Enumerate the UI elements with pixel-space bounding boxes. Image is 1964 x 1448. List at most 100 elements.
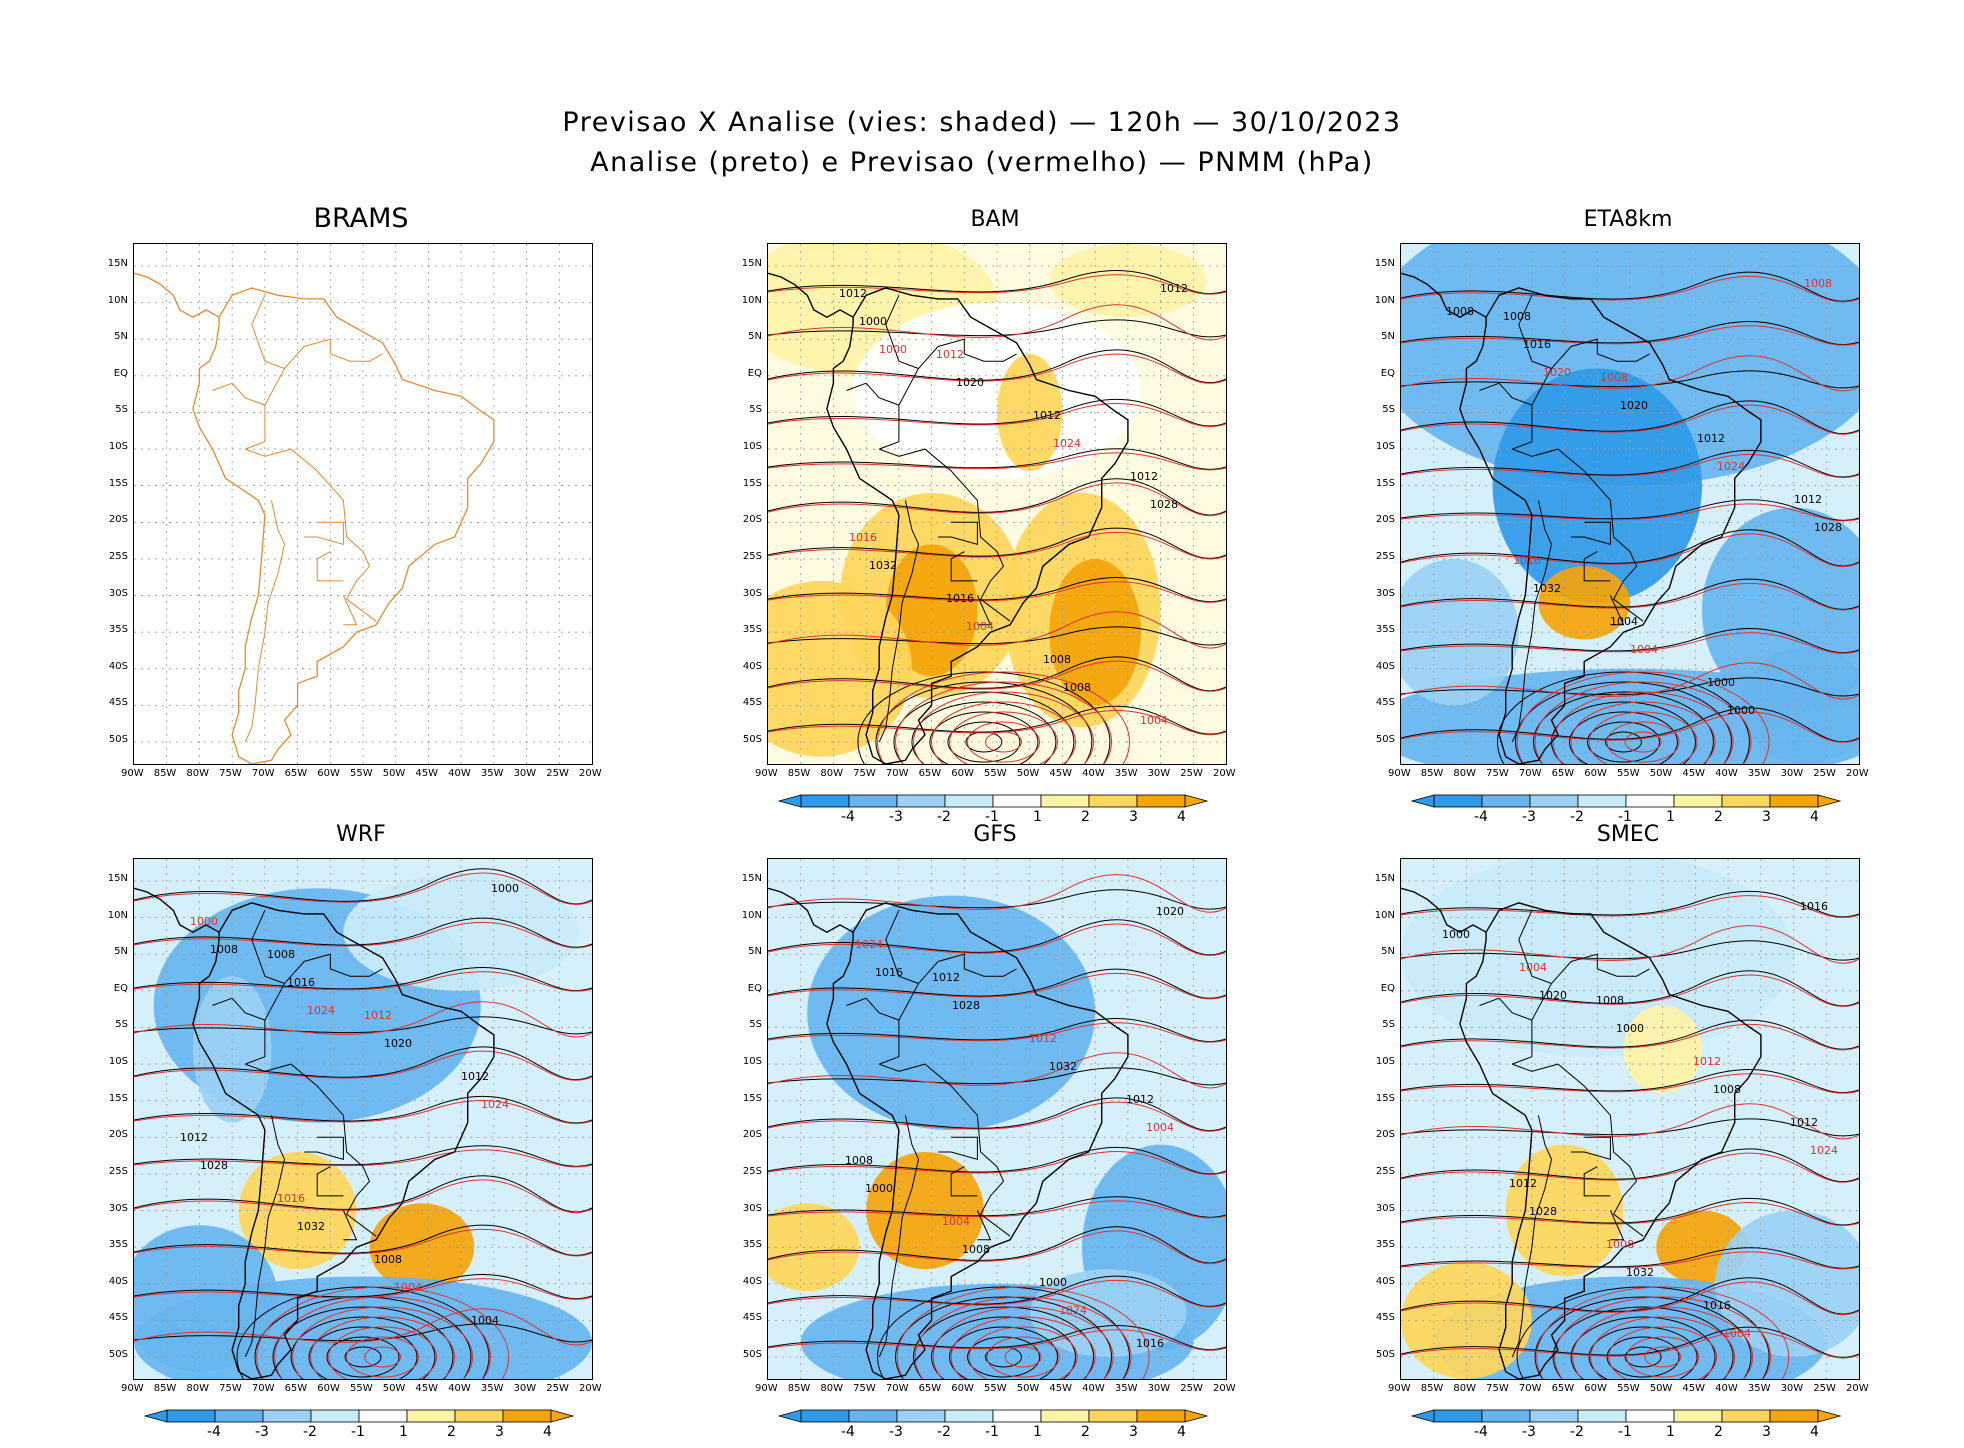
isobar-label: 1012 [839, 287, 867, 300]
colorbar-bin [944, 1409, 994, 1423]
isobar-ring [1496, 671, 1750, 764]
country-border [878, 1115, 920, 1358]
latitude-tick-label: 40S [742, 1275, 762, 1287]
colorbar-low-arrow [777, 1409, 802, 1423]
latitude-tick-label: 5N [1381, 946, 1395, 958]
coastline [1401, 272, 1487, 319]
longitude-tick-label: 55W [984, 1383, 1007, 1394]
analysis-isobar [1401, 321, 1859, 346]
forecast-isobar [1401, 404, 1859, 435]
isobar-ring [236, 1286, 490, 1379]
latitude-tick-label: 25S [742, 550, 762, 562]
coastline [1459, 902, 1762, 1379]
map-frame: 1008 1008 1012 1012 1016 1004 1000 1008 1016 1020… [1400, 243, 1860, 765]
longitude-tick-label: 45W [1682, 768, 1706, 779]
colorbar-bin [406, 1409, 456, 1423]
latitude-tick-label: 15N [741, 257, 762, 269]
colorbar-bin [944, 794, 994, 808]
longitude-tick-label: 30W [1780, 768, 1804, 779]
forecast-isobar [1401, 1023, 1859, 1051]
latitude-tick-label: 10S [742, 1056, 762, 1068]
isobar-label: 1004 [394, 1281, 422, 1294]
isobar-ring [272, 1306, 454, 1379]
isobar-ring [895, 681, 1113, 764]
colorbar-bin [1625, 1409, 1675, 1423]
latitude-tick-label: 20S [108, 1129, 128, 1141]
latitude-tick-label: 15S [108, 477, 128, 489]
colorbar-tick-label: -4 [841, 1424, 855, 1440]
latitude-tick-label: 20S [1375, 514, 1395, 526]
colorbar-bin [992, 794, 1042, 808]
latitude-tick-label: 45S [1375, 697, 1395, 709]
colorbar-tick-label: -3 [255, 1424, 269, 1440]
forecast-isobar [1401, 325, 1859, 346]
isobar-label: 1004 [1610, 615, 1638, 628]
isobar-label: 1012 [1033, 409, 1061, 422]
isobar-ring [947, 721, 1021, 763]
forecast-isobar [768, 1200, 1226, 1219]
isobar-ring [1532, 691, 1714, 764]
analysis-isobar [768, 398, 1226, 427]
colorbar-tick-label: -2 [1570, 1424, 1584, 1440]
latitude-tick-label: 30S [742, 1202, 762, 1214]
forecast-isobar [1401, 632, 1859, 654]
colorbar-tick-label: 4 [543, 1424, 552, 1440]
longitude-tick-label: 35W [1747, 1383, 1771, 1394]
longitude-tick-label: 35W [480, 1383, 504, 1394]
panel-title: BAM [970, 207, 1020, 232]
longitude-tick-label: 65W [284, 768, 308, 779]
analysis-isobar [768, 656, 1226, 692]
analysis-isobar [768, 626, 1226, 646]
isobar-label: 1020 [1543, 366, 1571, 379]
isobar-ring [985, 731, 1023, 753]
analysis-isobar [1401, 1326, 1859, 1358]
isobar-ring [1552, 691, 1734, 764]
isobar-label: 1024 [307, 1004, 335, 1017]
country-border [950, 551, 978, 582]
longitude-tick-label: 85W [787, 768, 811, 779]
longitude-tick-label: 40W [448, 768, 471, 779]
colorbar-tick-label: 3 [495, 1424, 504, 1440]
isobar-label: 1024 [1717, 460, 1745, 473]
colorbar-bin [1040, 794, 1090, 808]
country-border [304, 1136, 344, 1160]
colorbar-low-arrow [777, 794, 802, 808]
panel-title: SMEC [1596, 822, 1660, 847]
isobar-ring [931, 1316, 1077, 1379]
isobar-label: 1024 [1053, 437, 1081, 450]
colorbar-tick-label: -3 [1522, 1424, 1536, 1440]
country-border [976, 1210, 992, 1241]
latitude-tick-label: 10S [1375, 441, 1395, 453]
forecast-isobar [768, 1101, 1226, 1132]
isobar-label: 1004 [966, 620, 994, 633]
isobar-label: 1012 [1509, 1177, 1537, 1190]
figure-title-line-2: Analise (preto) e Previsao (vermelho) — … [590, 147, 1374, 178]
forecast-isobar [768, 923, 1226, 957]
forecast-isobar [1401, 533, 1859, 568]
isobar-label: 1008 [1063, 681, 1091, 694]
latitude-tick-label: 30S [108, 1202, 128, 1214]
country-border [885, 910, 919, 984]
country-border [245, 448, 377, 622]
isobar-label: 1028 [200, 1159, 228, 1172]
latitude-tick-label: 45S [1375, 1312, 1395, 1324]
country-border [898, 338, 1017, 406]
analysis-isobar [768, 527, 1226, 559]
map-canvas: 1008 1008 1012 1012 1016 1004 1000 1008 1016 1020… [1401, 244, 1859, 764]
bias-shade [853, 302, 1141, 479]
latitude-tick-label: 45S [108, 1312, 128, 1324]
colorbar-bin [214, 1409, 264, 1423]
map-frame: 1012 1012 1012 1008 1004 1000 1016 1024 1028 1032… [767, 858, 1227, 1380]
latitude-tick-label: 40S [108, 1275, 128, 1287]
colorbar-bin [848, 1409, 898, 1423]
colorbar-bin [848, 794, 898, 808]
forecast-isobar [768, 304, 1226, 341]
isobar-label: 1028 [1150, 498, 1178, 511]
isobar-label: 1012 [1126, 1093, 1154, 1106]
isobar-ring [1568, 711, 1678, 764]
colorbar-tick-label: 4 [1177, 1424, 1186, 1440]
country-border [244, 500, 286, 743]
isobar-ring [344, 1346, 382, 1368]
longitude-tick-label: 85W [787, 1383, 811, 1394]
longitude-tick-label: 85W [153, 1383, 177, 1394]
